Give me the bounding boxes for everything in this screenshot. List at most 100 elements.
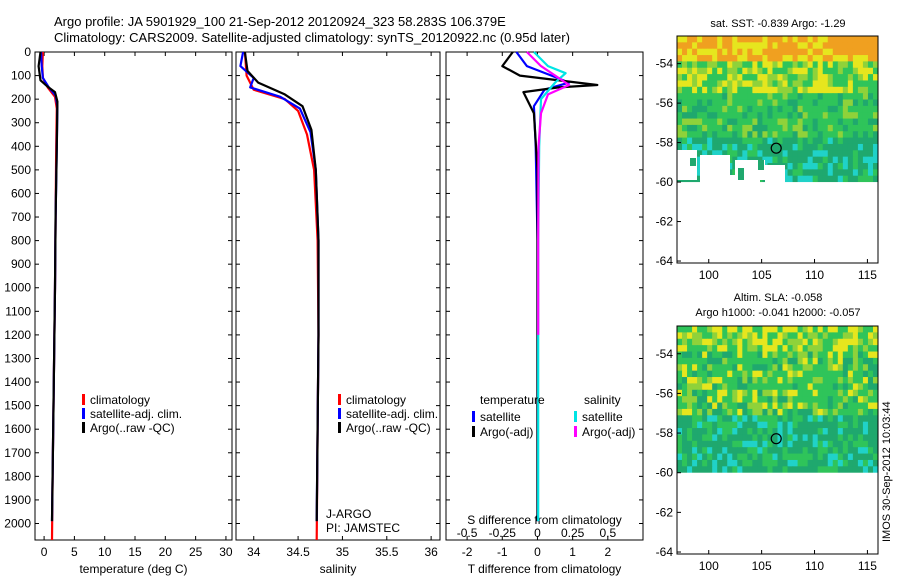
map-cell (857, 389, 864, 397)
map-cell (757, 440, 763, 448)
map-cell (792, 131, 799, 139)
map-cell (832, 434, 839, 442)
map-cell (682, 364, 688, 372)
map-y-tick-label: -58 (656, 136, 674, 150)
map-cell (737, 428, 743, 435)
map-cell (822, 415, 829, 423)
map-cell (762, 364, 768, 372)
map-cell (832, 137, 839, 145)
map-cell (847, 86, 854, 94)
map-cell (837, 131, 844, 139)
legend-label: climatology (90, 393, 150, 407)
map-cell (682, 36, 688, 43)
map-cell (802, 459, 809, 467)
map-cell (692, 67, 698, 75)
map-cell (842, 112, 849, 120)
map-cell (857, 105, 864, 113)
map-cell (707, 80, 713, 88)
map-cell (807, 428, 814, 435)
map-cell (842, 421, 849, 429)
map-cell (827, 169, 834, 177)
map-cell (832, 421, 839, 429)
map-cell (862, 377, 869, 384)
map-cell (677, 402, 683, 410)
map-cell (697, 61, 703, 69)
map-cell (677, 396, 683, 404)
map-cell (822, 42, 829, 50)
map-cell (767, 370, 773, 378)
map-cell (692, 396, 698, 404)
map-cell (747, 389, 753, 397)
map-cell (872, 156, 879, 164)
map-cell (822, 80, 829, 88)
map-cell (812, 459, 819, 467)
map-cell (732, 459, 738, 467)
map-cell (872, 389, 879, 397)
map-cell (732, 389, 738, 397)
map-cell (857, 93, 864, 101)
map-cell (722, 74, 728, 81)
map-cell (867, 156, 874, 164)
map-cell (737, 137, 743, 145)
map-cell (827, 55, 834, 62)
map-cell (717, 370, 723, 378)
map-cell (802, 36, 809, 43)
map-cell (677, 105, 683, 113)
map-cell (757, 74, 763, 81)
map-cell (712, 112, 718, 120)
map-cell (862, 93, 869, 101)
map-cell (852, 93, 859, 101)
legend-swatch (472, 426, 475, 437)
map-cell (827, 150, 834, 158)
map-cell (782, 370, 789, 378)
map-cell (717, 383, 723, 391)
map-cell (807, 55, 814, 62)
map-cell (817, 383, 824, 391)
map-cell (772, 415, 779, 423)
map-cell (837, 48, 844, 56)
map-cell (827, 434, 834, 442)
y-tick-label: 1000 (4, 281, 31, 295)
map-cell (867, 377, 874, 384)
map-cell (802, 440, 809, 448)
map-cell (697, 440, 703, 448)
map-cell (857, 99, 864, 107)
map-cell (692, 99, 698, 107)
map-cell (712, 48, 718, 56)
map-cell (772, 434, 779, 442)
map-cell (822, 55, 829, 62)
map-cell (867, 345, 874, 353)
map-cell (807, 150, 814, 158)
x-tick-label: 35 (336, 545, 350, 559)
map-cell (867, 86, 874, 94)
map-cell (767, 112, 773, 120)
map-cell (827, 93, 834, 101)
map-cell (752, 447, 758, 455)
map-cell (817, 137, 824, 145)
map-cell (837, 42, 844, 50)
map-cell (707, 74, 713, 81)
map-cell (787, 364, 794, 372)
map-cell (867, 396, 874, 404)
y-tick-label: 1900 (4, 493, 31, 507)
map-cell (842, 61, 849, 69)
map-cell (682, 80, 688, 88)
map-cell (837, 345, 844, 353)
map-cell (767, 74, 773, 81)
map-cell (692, 332, 698, 340)
map-cell (757, 99, 763, 107)
map-cell (697, 453, 703, 461)
plot-frame (235, 51, 441, 541)
map-cell (757, 408, 763, 416)
map-cell (762, 466, 768, 474)
map-cell (762, 93, 768, 101)
map-cell (772, 61, 779, 69)
map-cell (767, 105, 773, 113)
map-cell (687, 118, 693, 126)
map-cell (707, 383, 713, 391)
map-cell (758, 160, 764, 170)
map-cell (772, 80, 779, 88)
map-cell (707, 453, 713, 461)
map-cell (797, 156, 804, 164)
